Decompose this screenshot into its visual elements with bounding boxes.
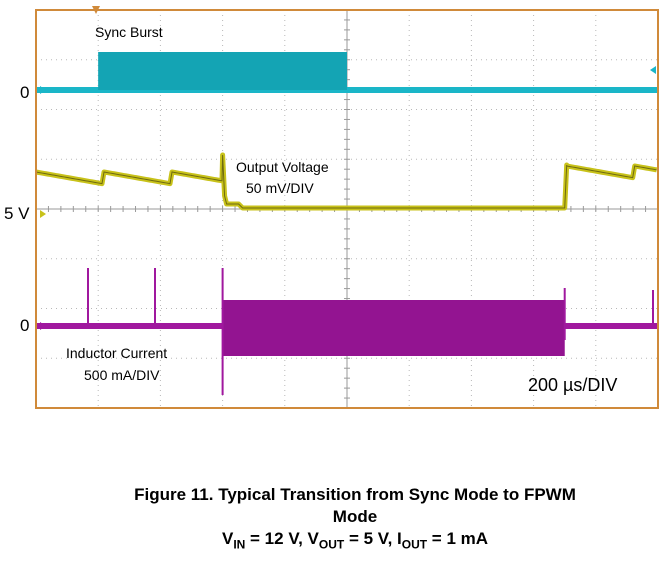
ch3-ground-marker [40,322,46,330]
traces [35,52,658,395]
iout-subscript: OUT [401,537,428,552]
ch1-ground-label: 0 [20,83,29,102]
screen-frame [35,9,659,409]
iout-value: = 1 mA [427,529,489,548]
caption-line-1: Figure 11. Typical Transition from Sync … [134,485,576,504]
inductor-current-label: Inductor Current [66,345,167,361]
timebase-label: 200 µs/DIV [528,375,617,395]
vin-subscript: IN [233,537,246,552]
figure-caption: Figure 11. Typical Transition from Sync … [60,484,650,555]
sync-burst-block [98,52,347,90]
ch1-ground-marker [40,86,46,94]
vout-subscript: OUT [318,537,345,552]
vin-value: = 12 V, V [245,529,319,548]
vout-value: = 5 V, I [344,529,402,548]
inductor-current-scale: 500 mA/DIV [84,367,160,383]
ch3-ground-label: 0 [20,316,29,335]
il-burst-block [222,300,565,356]
caption-line-2: Mode [332,507,378,526]
sync-burst-shade [98,52,347,90]
markers [40,6,656,330]
ch2-ground-marker [40,210,46,218]
output-voltage-scale: 50 mV/DIV [246,180,314,196]
il-burst-shade [222,300,565,356]
trigger-level-marker [650,66,656,74]
caption-conditions: VIN = 12 V, VOUT = 5 V, IOUT = 1 mA [221,529,489,552]
output-voltage-label: Output Voltage [236,159,329,175]
trigger-position-marker [92,6,100,14]
vout-trace-core [35,154,657,209]
oscilloscope-capture: Sync Burst Output Voltage 50 mV/DIV Indu… [4,6,659,409]
ch2-ground-label: 5 V [4,204,30,223]
sync-burst-label: Sync Burst [95,24,163,40]
